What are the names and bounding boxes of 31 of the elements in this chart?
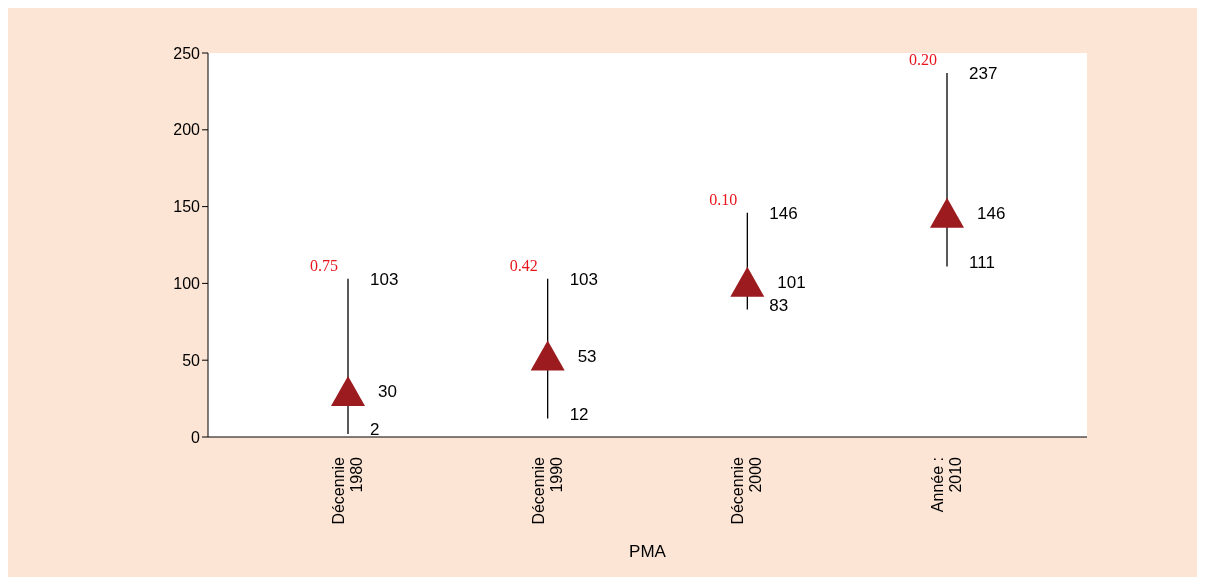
x-tick-label: Décennie 1980 xyxy=(330,456,365,525)
annotation: 83 xyxy=(769,295,789,315)
annotation: 0.42 xyxy=(509,256,538,274)
annotation: 237 xyxy=(969,63,998,83)
annotation: 12 xyxy=(569,404,589,424)
data-label: 30 xyxy=(378,381,397,401)
annotation: 0.75 xyxy=(310,256,338,274)
annotation: 2 xyxy=(370,419,380,439)
data-label: 146 xyxy=(977,203,1006,223)
annotation: 111 xyxy=(969,252,995,272)
y-tick-label: 250 xyxy=(173,44,201,62)
x-tick-label: Année : 2010 xyxy=(929,456,964,513)
data-label: 101 xyxy=(777,272,806,292)
annotation: 146 xyxy=(769,203,798,223)
y-tick-label: 150 xyxy=(173,198,201,216)
y-tick-label: 50 xyxy=(182,351,201,369)
y-tick-label: 200 xyxy=(173,121,201,139)
point xyxy=(930,197,964,228)
point xyxy=(331,375,365,406)
annotation: 0.10 xyxy=(709,190,738,208)
data-label: 53 xyxy=(577,346,597,366)
y-tick-label: 100 xyxy=(173,275,201,293)
y-tick-label: 0 xyxy=(191,428,201,446)
point xyxy=(730,266,765,297)
annotation: 103 xyxy=(569,269,599,289)
x-tick-label: Décennie 2000 xyxy=(729,456,765,525)
point xyxy=(530,340,565,371)
annotation: 103 xyxy=(370,269,399,289)
x-tick-label: Décennie 1990 xyxy=(529,456,565,525)
x-axis-title: PMA xyxy=(629,542,667,561)
annotation: 0.20 xyxy=(909,50,937,68)
